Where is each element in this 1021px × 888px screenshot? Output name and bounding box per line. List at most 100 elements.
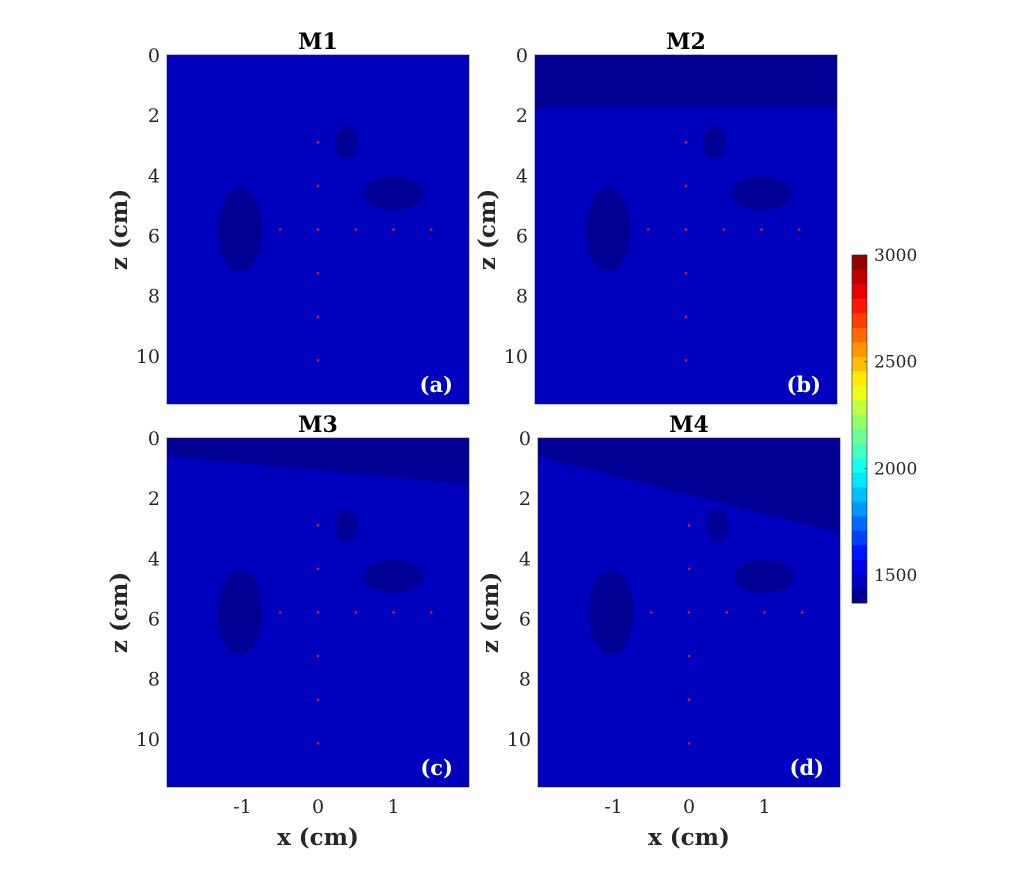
point-target — [316, 567, 320, 571]
y-tick-label: 6 — [148, 609, 160, 631]
colorbar-segment — [852, 284, 867, 299]
top-layer — [535, 55, 837, 108]
colorbar-segment — [852, 458, 867, 473]
colorbar-segment — [852, 400, 867, 415]
inclusion-3 — [217, 187, 263, 272]
inclusion-3 — [588, 570, 634, 655]
point-target — [316, 228, 320, 231]
y-tick-label: 10 — [136, 346, 160, 368]
inclusion-1 — [335, 125, 359, 159]
point-target — [684, 184, 688, 188]
y-tick-label: 6 — [516, 226, 528, 248]
y-tick-label: 10 — [504, 346, 528, 368]
point-target — [316, 654, 320, 658]
inclusion-3 — [217, 570, 263, 655]
plot-area — [167, 438, 469, 787]
panel-b: M2 (b) 0 2 4 6 8 10 z (cm) — [474, 29, 838, 405]
point-target — [316, 271, 320, 275]
colorbar-segment — [852, 414, 867, 430]
y-axis-label: z (cm) — [474, 189, 501, 270]
inclusion-2 — [734, 559, 795, 593]
panel-label: (b) — [786, 372, 821, 397]
y-tick-label: 2 — [148, 105, 160, 127]
colorbar-segment — [852, 342, 867, 357]
inclusion-1 — [703, 125, 727, 159]
y-tick-label: 2 — [516, 105, 528, 127]
panel-c: M3 (c) 0 2 4 6 8 10 z (cm) -1 0 1 x (cm) — [106, 412, 470, 851]
colorbar-segment — [852, 385, 867, 401]
y-tick-label: 6 — [519, 609, 531, 631]
top-layer — [538, 438, 840, 533]
x-tick-label: 0 — [312, 796, 324, 818]
point-target — [684, 228, 688, 231]
point-target — [647, 228, 650, 231]
y-tick-label: 8 — [148, 286, 160, 308]
y-tick-label: 10 — [507, 729, 531, 751]
inclusion-2 — [363, 559, 424, 593]
colorbar-segment — [852, 501, 867, 517]
y-tick-label: 8 — [148, 669, 160, 691]
point-target — [687, 742, 691, 745]
x-axis-label: x (cm) — [277, 824, 359, 851]
point-target — [763, 611, 766, 614]
colorbar-segment — [852, 487, 867, 502]
colorbar-segment — [852, 559, 867, 575]
colorbar-segment — [852, 269, 867, 285]
y-axis-label: z (cm) — [106, 572, 133, 653]
inclusion-2 — [731, 176, 792, 210]
y-tick-label: 2 — [519, 488, 531, 510]
colorbar: 1500 2000 2500 3000 — [851, 246, 917, 604]
inclusion-2 — [363, 176, 424, 210]
point-target — [760, 228, 763, 231]
y-tick-label: 0 — [148, 428, 160, 450]
panel-title: M1 — [298, 29, 338, 55]
y-tick-label: 0 — [519, 428, 531, 450]
point-target — [392, 611, 395, 614]
y-axis-label: z (cm) — [477, 572, 504, 653]
point-target — [801, 611, 804, 614]
point-target — [354, 228, 357, 231]
top-layer — [167, 438, 469, 485]
panel-d: M4 (d) 0 2 4 6 8 10 z (cm) -1 0 1 x (cm) — [477, 412, 841, 851]
point-target — [279, 228, 282, 231]
colorbar-segment — [852, 545, 867, 560]
x-tick-label: -1 — [604, 796, 623, 818]
y-tick-label: 6 — [148, 226, 160, 248]
colorbar-segment — [852, 443, 867, 459]
panel-label: (a) — [420, 372, 453, 397]
y-tick-label: 4 — [516, 165, 528, 187]
y-tick-label: 8 — [519, 669, 531, 691]
colorbar-segment — [852, 516, 867, 531]
point-target — [684, 315, 688, 318]
panel-title: M4 — [669, 412, 709, 438]
y-tick-label: 4 — [148, 548, 160, 570]
plot-area — [535, 55, 837, 404]
colorbar-tick-label: 1500 — [874, 566, 917, 586]
colorbar-tick-label: 2500 — [874, 353, 917, 373]
point-target — [316, 359, 320, 362]
colorbar-segment — [852, 327, 867, 343]
colorbar-segment — [852, 429, 867, 444]
point-target — [684, 271, 688, 275]
point-target — [430, 611, 433, 614]
y-tick-label: 10 — [136, 729, 160, 751]
axes-frame — [166, 437, 470, 788]
point-target — [687, 698, 691, 701]
inclusion-1 — [706, 508, 730, 542]
colorbar-segment — [852, 371, 867, 386]
panel-title: M2 — [666, 29, 706, 55]
inclusion-1 — [335, 508, 359, 542]
point-target — [687, 654, 691, 658]
axes-frame — [537, 437, 841, 788]
point-target — [684, 141, 688, 144]
panel-title: M3 — [298, 412, 338, 438]
colorbar-segment — [852, 313, 867, 328]
colorbar-tick-label: 2000 — [874, 459, 917, 479]
y-axis-label: z (cm) — [106, 189, 133, 270]
plot-area — [538, 438, 840, 787]
point-target — [354, 611, 357, 614]
point-target — [687, 611, 691, 614]
y-tick-label: 8 — [516, 286, 528, 308]
